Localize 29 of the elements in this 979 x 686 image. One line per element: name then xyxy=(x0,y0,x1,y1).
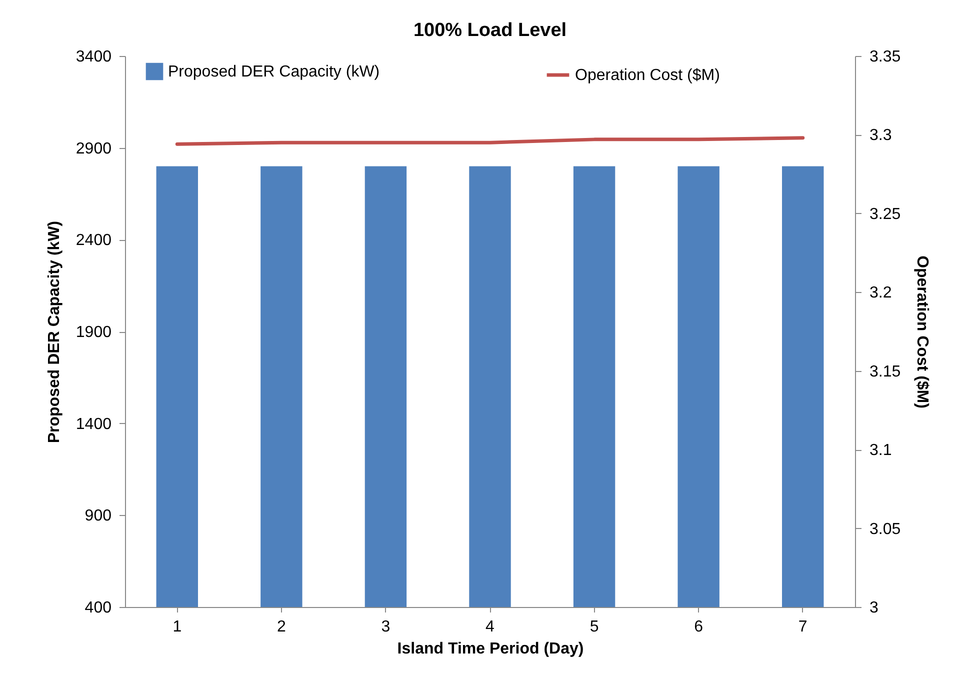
legend-label: Proposed DER Capacity (kW) xyxy=(168,64,380,80)
y2-tick-label: 3 xyxy=(870,600,878,616)
y2-tick-label: 3.25 xyxy=(870,206,901,223)
y2-axis-title: Operation Cost ($M) xyxy=(914,256,931,408)
y-tick-label: 3400 xyxy=(76,48,112,66)
legend-label: Operation Cost ($M) xyxy=(575,67,720,84)
y-tick-label: 400 xyxy=(84,600,112,616)
line-series xyxy=(175,136,805,146)
y-tick-label: 2400 xyxy=(76,232,112,250)
y-tick-label: 1900 xyxy=(76,324,112,341)
y2-tick-label: 3.1 xyxy=(870,442,892,460)
x-tick-label: 5 xyxy=(590,618,599,636)
y2-tick-label: 3.05 xyxy=(870,520,901,538)
y2-tick-label: 3.2 xyxy=(870,284,892,302)
y2-tick-label: 3.3 xyxy=(870,127,892,144)
y-tick-label: 2900 xyxy=(76,140,112,158)
y-axis-title: Proposed DER Capacity (kW) xyxy=(46,220,63,444)
y-tick-label: 1400 xyxy=(76,416,112,433)
x-tick-label: 2 xyxy=(276,618,286,636)
x-tick-label: 6 xyxy=(694,618,704,636)
y2-tick-label: 3.15 xyxy=(870,363,901,380)
y-tick-label: 900 xyxy=(84,508,112,525)
x-tick-label: 1 xyxy=(172,618,182,636)
x-tick-label: 4 xyxy=(486,618,495,636)
x-tick-label: 7 xyxy=(798,618,808,636)
y2-tick-label: 3.35 xyxy=(870,48,901,66)
x-tick-label: 3 xyxy=(381,618,390,636)
chart-title: 100% Load Level xyxy=(413,20,567,41)
x-axis-title: Island Time Period (Day) xyxy=(397,640,584,658)
